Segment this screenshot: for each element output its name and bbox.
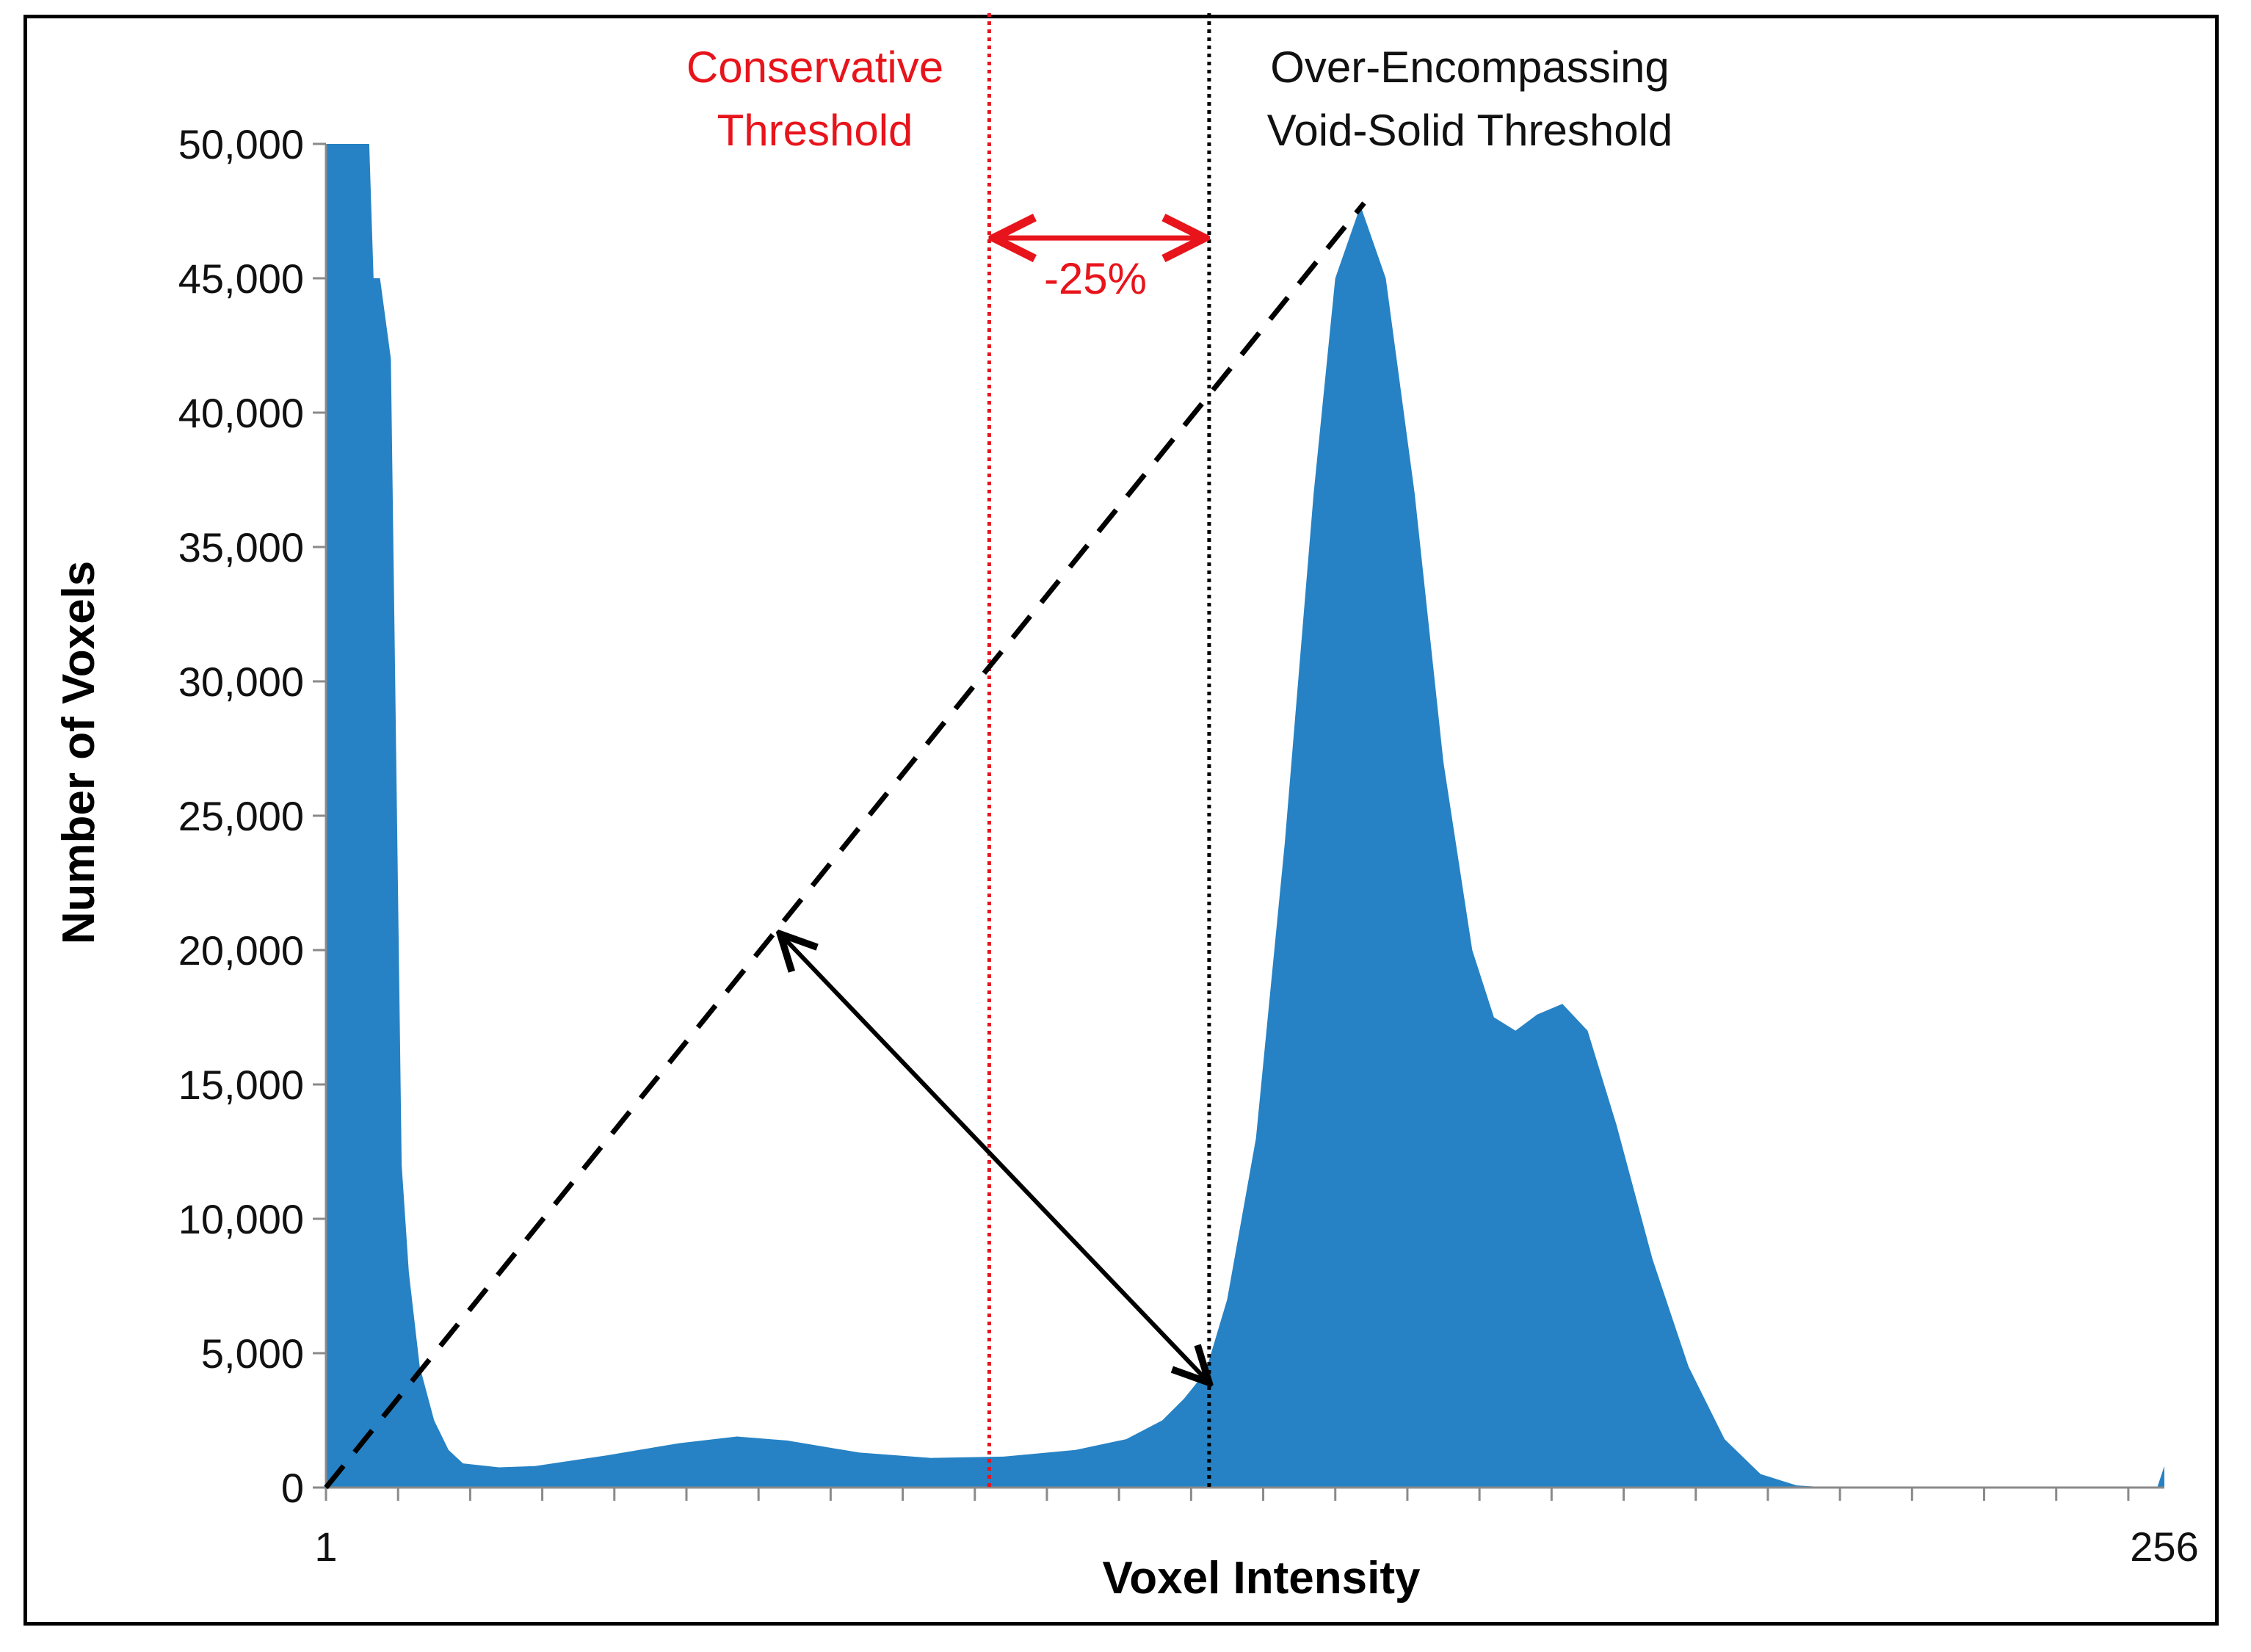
x-tick-label-1: 256: [2130, 1524, 2198, 1570]
annotation-layer: [324, 13, 1366, 1490]
void-solid-threshold-label-line-1: Over-Encompassing: [1270, 43, 1670, 92]
y-tick-label-8: 40,000: [178, 390, 304, 436]
y-tick-label-7: 35,000: [178, 524, 304, 570]
conservative-threshold-label-line-1: Conservative: [686, 43, 943, 92]
histogram-area-series-0: [326, 144, 2164, 1488]
void-solid-threshold-label-line-2: Void-Solid Threshold: [1267, 106, 1673, 155]
y-tick-label-3: 15,000: [178, 1062, 304, 1108]
y-tick-label-6: 30,000: [178, 659, 304, 705]
y-tick-label-9: 45,000: [178, 256, 304, 302]
y-tick-label-4: 20,000: [178, 927, 304, 974]
y-axis-title: Number of Voxels: [54, 561, 104, 945]
axes-layer: 0 5,000 10,000 15,000 20,000 25,000 30,000 35,0…: [178, 121, 2199, 1570]
y-tick-label-5: 25,000: [178, 793, 304, 839]
x-tick-label-0: 1: [314, 1524, 337, 1570]
x-axis-title: Voxel Intensity: [1103, 1553, 1421, 1604]
distance-double-arrow: [780, 934, 1209, 1383]
y-tick-label-1: 5,000: [201, 1330, 304, 1377]
dashed-diagonal-line: [324, 201, 1366, 1490]
y-tick-label-0: 0: [281, 1465, 304, 1511]
conservative-threshold-label-line-2: Threshold: [717, 106, 913, 155]
y-tick-label-10: 50,000: [178, 121, 304, 167]
y-tick-label-2: 10,000: [178, 1196, 304, 1242]
histogram-area-layer: [326, 144, 2164, 1488]
difference-percent-label: -25%: [1044, 254, 1147, 303]
